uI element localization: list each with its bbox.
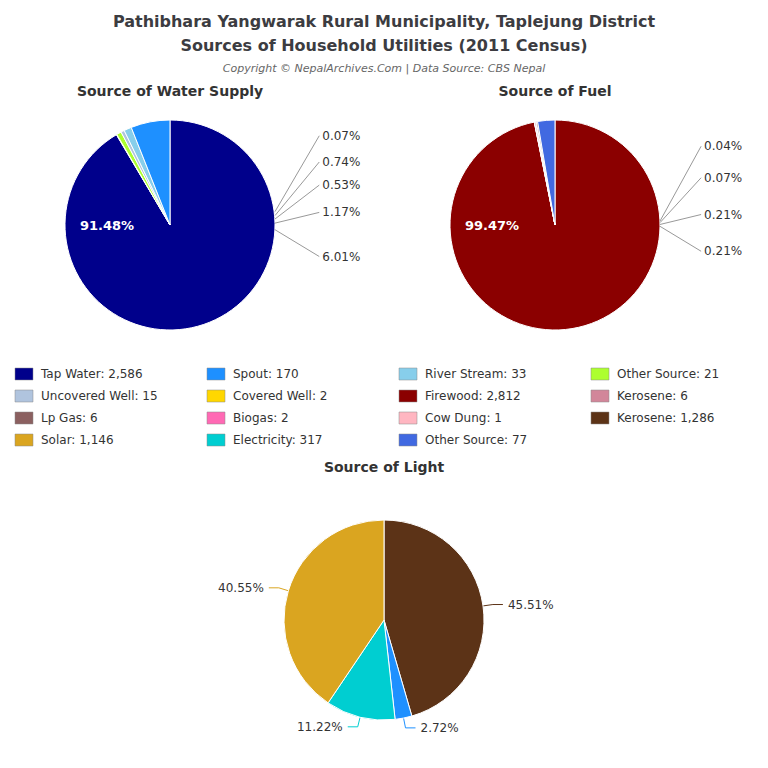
- svg-text:Covered Well: 2: Covered Well: 2: [233, 389, 327, 403]
- svg-text:11.22%: 11.22%: [297, 720, 343, 734]
- svg-text:0.04%: 0.04%: [704, 139, 742, 153]
- svg-text:91.48%: 91.48%: [80, 218, 134, 233]
- svg-text:0.07%: 0.07%: [322, 129, 360, 143]
- svg-text:Biogas: 2: Biogas: 2: [233, 411, 289, 425]
- svg-text:Kerosene: 1,286: Kerosene: 1,286: [617, 411, 715, 425]
- svg-text:6.01%: 6.01%: [322, 250, 360, 264]
- svg-text:Lp Gas: 6: Lp Gas: 6: [41, 411, 98, 425]
- svg-text:Firewood: 2,812: Firewood: 2,812: [425, 389, 521, 403]
- svg-text:0.74%: 0.74%: [322, 155, 360, 169]
- svg-text:Copyright © NepalArchives.Com: Copyright © NepalArchives.Com | Data Sou…: [223, 62, 545, 75]
- svg-text:Uncovered Well: 15: Uncovered Well: 15: [41, 389, 158, 403]
- svg-text:Solar: 1,146: Solar: 1,146: [41, 433, 114, 447]
- svg-text:0.07%: 0.07%: [704, 171, 742, 185]
- svg-text:0.53%: 0.53%: [322, 178, 360, 192]
- svg-text:99.47%: 99.47%: [465, 218, 519, 233]
- svg-text:Source of Fuel: Source of Fuel: [499, 83, 612, 99]
- svg-text:Spout: 170: Spout: 170: [233, 367, 299, 381]
- svg-text:Source of Light: Source of Light: [324, 459, 445, 475]
- svg-text:40.55%: 40.55%: [218, 581, 264, 595]
- svg-text:0.21%: 0.21%: [704, 208, 742, 222]
- svg-text:River Stream: 33: River Stream: 33: [425, 367, 526, 381]
- svg-text:45.51%: 45.51%: [508, 598, 554, 612]
- svg-text:2.72%: 2.72%: [421, 721, 459, 735]
- svg-text:Kerosene: 6: Kerosene: 6: [617, 389, 688, 403]
- svg-text:Electricity: 317: Electricity: 317: [233, 433, 323, 447]
- svg-text:Source of Water Supply: Source of Water Supply: [77, 83, 263, 99]
- svg-text:1.17%: 1.17%: [322, 205, 360, 219]
- svg-text:Other Source: 77: Other Source: 77: [425, 433, 527, 447]
- svg-text:Cow Dung: 1: Cow Dung: 1: [425, 411, 502, 425]
- svg-text:Other Source: 21: Other Source: 21: [617, 367, 719, 381]
- svg-text:Sources of Household Utilities: Sources of Household Utilities (2011 Cen…: [180, 36, 587, 55]
- svg-text:Pathibhara Yangwarak Rural Mun: Pathibhara Yangwarak Rural Municipality,…: [113, 12, 656, 31]
- svg-text:0.21%: 0.21%: [704, 244, 742, 258]
- svg-text:Tap Water: 2,586: Tap Water: 2,586: [40, 367, 143, 381]
